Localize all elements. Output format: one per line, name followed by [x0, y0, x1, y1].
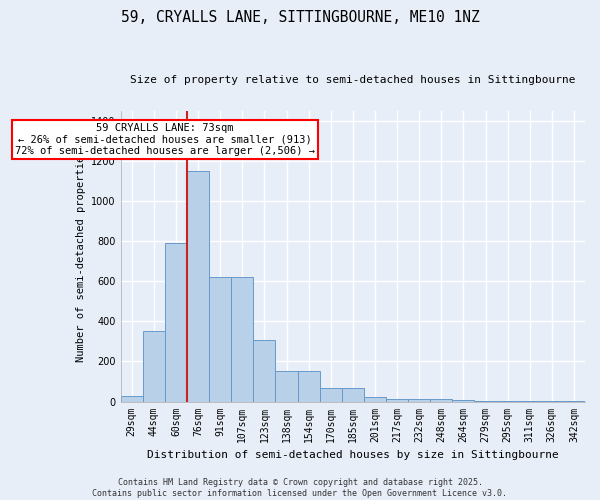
Text: Contains HM Land Registry data © Crown copyright and database right 2025.
Contai: Contains HM Land Registry data © Crown c… — [92, 478, 508, 498]
Bar — [364, 396, 386, 402]
Bar — [231, 277, 253, 402]
Bar — [209, 277, 231, 402]
Bar — [518, 400, 541, 402]
Bar — [275, 372, 298, 402]
Title: Size of property relative to semi-detached houses in Sittingbourne: Size of property relative to semi-detach… — [130, 75, 575, 85]
Bar — [342, 388, 364, 402]
Bar — [430, 398, 452, 402]
Bar — [121, 396, 143, 402]
Bar — [563, 400, 585, 402]
Bar — [187, 171, 209, 402]
Bar — [408, 398, 430, 402]
Bar — [541, 400, 563, 402]
Bar — [143, 332, 165, 402]
Text: 59, CRYALLS LANE, SITTINGBOURNE, ME10 1NZ: 59, CRYALLS LANE, SITTINGBOURNE, ME10 1N… — [121, 10, 479, 25]
Bar — [452, 400, 475, 402]
Bar — [475, 400, 497, 402]
Y-axis label: Number of semi-detached properties: Number of semi-detached properties — [76, 150, 86, 362]
Bar — [497, 400, 518, 402]
Bar — [386, 398, 408, 402]
Bar — [320, 388, 342, 402]
Text: 59 CRYALLS LANE: 73sqm
← 26% of semi-detached houses are smaller (913)
72% of se: 59 CRYALLS LANE: 73sqm ← 26% of semi-det… — [15, 123, 315, 156]
Bar — [253, 340, 275, 402]
Bar — [298, 372, 320, 402]
Bar — [165, 243, 187, 402]
X-axis label: Distribution of semi-detached houses by size in Sittingbourne: Distribution of semi-detached houses by … — [147, 450, 559, 460]
